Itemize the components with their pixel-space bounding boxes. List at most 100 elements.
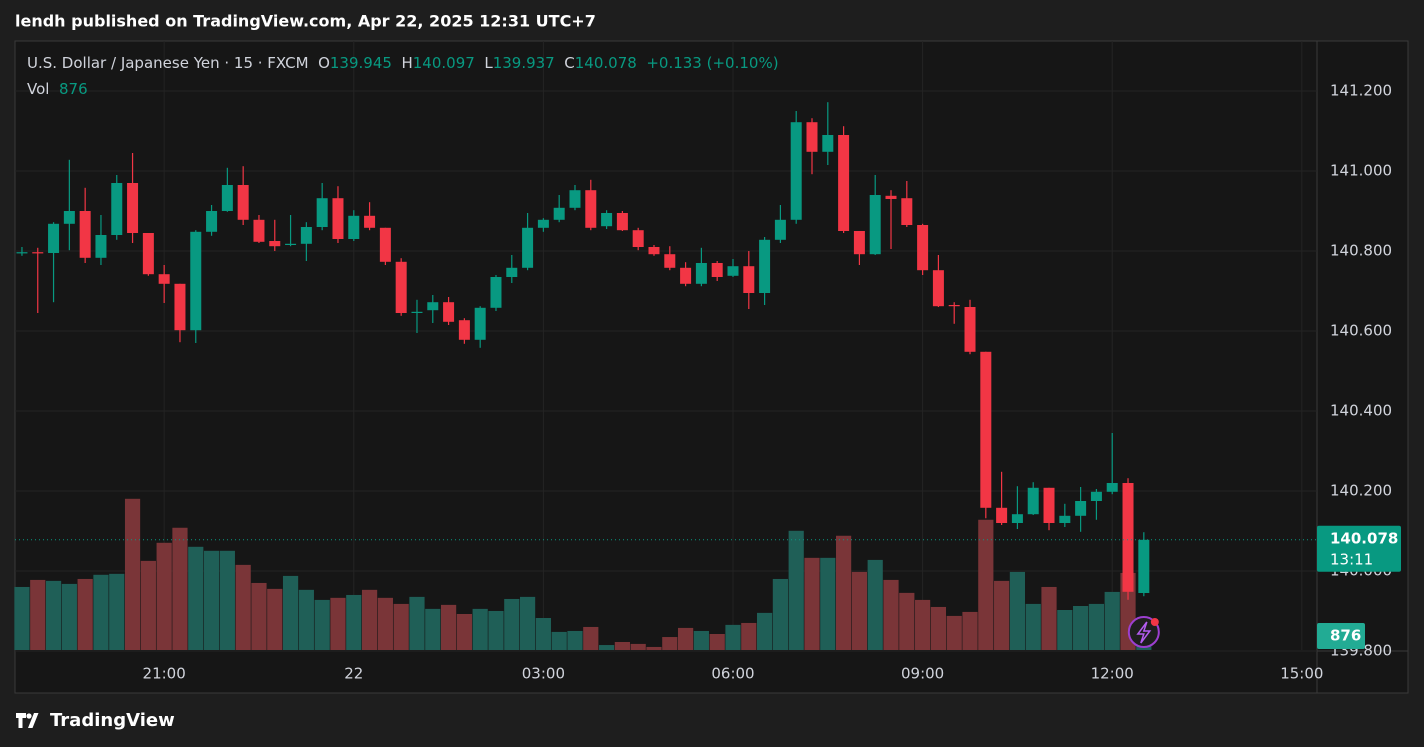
candle-body: [680, 267, 692, 284]
y-tick-label: 141.000: [1330, 162, 1392, 180]
symbol-title: U.S. Dollar / Japanese Yen · 15 · FXCM: [27, 54, 309, 72]
volume-bar: [377, 597, 393, 650]
candle-body: [585, 190, 597, 228]
candle-body: [269, 241, 281, 247]
volume-bar: [772, 578, 788, 650]
candle-body: [996, 507, 1008, 523]
volume-bar: [804, 557, 820, 650]
candle-body: [458, 320, 470, 340]
volume-legend: Vol 876: [27, 80, 88, 98]
published-note: lendh published on TradingView.com, Apr …: [15, 12, 596, 31]
volume-bar: [883, 579, 899, 650]
volume-bar: [45, 580, 62, 650]
volume-bar: [551, 631, 567, 650]
candle-body: [395, 261, 407, 313]
candle-body: [695, 263, 707, 284]
volume-bar: [393, 603, 409, 650]
volume-value-label: 876: [1330, 626, 1361, 644]
volume-bar: [756, 612, 773, 650]
volume-bar: [172, 527, 188, 650]
volume-bar: [994, 580, 1010, 650]
volume-bar: [836, 535, 852, 650]
volume-bar: [188, 546, 204, 650]
volume-bar: [361, 589, 378, 650]
candle-body: [838, 135, 850, 231]
candle-body: [48, 223, 60, 253]
candle-body: [300, 227, 312, 244]
candle-body: [443, 302, 455, 322]
volume-bar: [235, 564, 251, 650]
candle-body: [127, 183, 139, 233]
candle-body: [379, 227, 391, 262]
brand-logo: [16, 713, 39, 728]
logo-dot: [26, 713, 32, 719]
volume-bar: [409, 596, 425, 650]
candle-body: [237, 185, 249, 220]
candle-body: [774, 219, 786, 240]
y-tick-label: 141.200: [1330, 82, 1392, 100]
volume-bar: [1041, 586, 1057, 650]
alert-icon-ring: [1127, 616, 1160, 648]
candle-body: [411, 311, 423, 313]
candle-body: [348, 215, 360, 239]
symbol-legend: U.S. Dollar / Japanese Yen · 15 · FXCM O…: [27, 54, 779, 72]
volume-bar: [440, 604, 457, 650]
candle-body: [32, 252, 44, 254]
candle-body: [822, 135, 834, 152]
volume-bar: [915, 599, 931, 650]
candle-body: [885, 195, 897, 199]
candle-body: [743, 266, 755, 293]
candle-body: [1059, 515, 1071, 523]
candle-body: [1122, 483, 1134, 592]
candle-body: [79, 211, 91, 258]
volume-bar: [662, 637, 678, 650]
volume-bar: [30, 579, 46, 650]
volume-bar: [1088, 603, 1105, 650]
last-price-label: 140.078: [1330, 529, 1398, 547]
candle-body: [364, 215, 376, 228]
x-tick-label: 15:00: [1280, 665, 1323, 683]
volume-bar: [946, 615, 962, 650]
candle-body: [332, 198, 344, 239]
volume-bar: [851, 571, 868, 650]
candles: [16, 102, 1150, 600]
candle-body: [190, 231, 202, 331]
volume-bar: [899, 592, 915, 650]
candle-body: [664, 254, 676, 268]
candle-body: [316, 198, 328, 227]
logo-icon: [16, 713, 39, 728]
legend-value: 140.097: [412, 54, 475, 72]
candle-body: [869, 195, 881, 255]
volume-bar: [598, 645, 615, 650]
brand-name: TradingView: [50, 710, 175, 731]
candle-body: [142, 233, 154, 275]
volume-bar: [788, 530, 804, 650]
volume-bar: [61, 583, 77, 650]
volume-bar: [709, 634, 725, 650]
candle-body: [1027, 487, 1039, 515]
candle-body: [948, 305, 960, 307]
last-price-box: [1317, 525, 1401, 572]
volume-bar: [282, 575, 299, 650]
y-tick-label: 140.800: [1330, 242, 1392, 260]
candle-body: [980, 351, 992, 508]
volume-bar: [867, 559, 883, 650]
candle-body: [522, 227, 534, 268]
candle-body: [206, 211, 218, 232]
volume-bar: [567, 630, 583, 650]
candle-body: [964, 307, 976, 352]
volume-bar: [203, 550, 220, 650]
volume-bar: [456, 614, 472, 650]
candle-body: [474, 307, 486, 340]
volume-bar: [1057, 610, 1073, 650]
volume-bar: [978, 519, 994, 650]
volume-bar: [614, 642, 630, 650]
candle-body: [1075, 501, 1087, 516]
candle-body: [111, 183, 123, 235]
volume-bar: [330, 597, 346, 650]
alert-icon-dot: [1150, 618, 1159, 626]
countdown: 13:11: [1330, 550, 1373, 568]
volume-value-box: [1317, 622, 1365, 649]
volume-bar: [14, 586, 30, 650]
